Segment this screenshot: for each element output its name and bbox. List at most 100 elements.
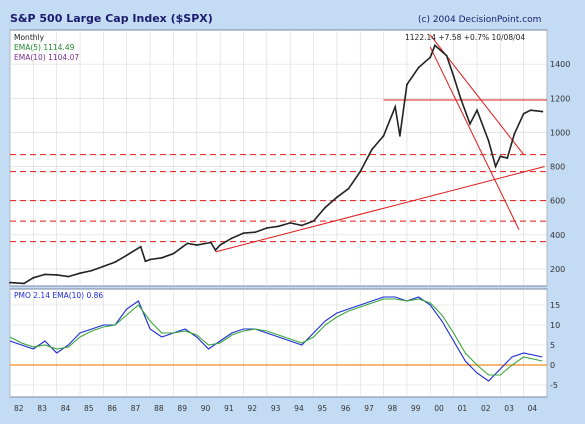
x-tick-label: 04: [528, 404, 538, 413]
pmo-signal-line: [9, 298, 543, 376]
x-tick-label: 95: [318, 404, 328, 413]
indicator-y-ticks: -5 0 5 10 15: [550, 301, 560, 390]
price-point: [370, 148, 373, 151]
price-point: [32, 276, 35, 279]
x-tick-label: 91: [224, 404, 234, 413]
price-point: [347, 187, 350, 190]
price-point: [359, 170, 362, 173]
price-series-group: [9, 44, 544, 285]
indicator-y-tick-label: 10: [550, 321, 560, 330]
x-tick-label: 88: [154, 404, 164, 413]
price-series-line: [9, 44, 543, 285]
price-point: [335, 196, 338, 199]
latest-readout: 1122.14 +7.58 +0.7% 10/08/04: [405, 33, 525, 42]
price-point: [242, 232, 245, 234]
x-tick-label: 01: [458, 404, 468, 413]
price-point: [394, 105, 397, 108]
x-tick-label: 02: [481, 404, 491, 413]
price-point: [254, 231, 257, 234]
price-y-tick-label: 200: [550, 265, 565, 274]
x-tick-label: 90: [201, 404, 211, 413]
price-point: [90, 269, 93, 272]
price-point: [417, 66, 420, 69]
trendline: [429, 46, 520, 230]
price-point: [459, 97, 462, 100]
horizontal-levels: [10, 99, 547, 243]
price-point: [67, 275, 70, 278]
pmo-line: [9, 296, 543, 382]
price-point: [382, 134, 385, 137]
price-point: [186, 242, 189, 245]
price-point: [23, 282, 25, 285]
price-point: [265, 227, 268, 229]
price-y-tick-label: 1400: [550, 60, 570, 69]
price-point: [209, 241, 212, 244]
price-point: [139, 245, 142, 248]
indicator-y-tick-label: 5: [550, 341, 555, 350]
price-point: [79, 272, 81, 275]
x-tick-label: 86: [107, 404, 117, 413]
price-point: [324, 206, 327, 209]
price-point: [445, 54, 448, 57]
indicator-y-tick-label: 0: [550, 361, 555, 370]
price-point: [312, 220, 315, 223]
price-y-tick-label: 1200: [550, 94, 570, 103]
copyright-text: (c) 2004 DecisionPoint.com: [418, 15, 541, 25]
pmo-readout: PMO 2.14 EMA(10) 0.86: [14, 291, 103, 300]
x-tick-label: 82: [14, 404, 24, 413]
price-point: [160, 256, 163, 259]
x-tick-label: 97: [364, 404, 374, 413]
price-point: [406, 83, 408, 86]
x-axis-ticks: 82 83 84 85 86 87 88 89 90 91 92 93 94 95 96 97 98 99 00 01…: [14, 404, 537, 413]
price-point: [476, 109, 478, 112]
chart-title: S&P 500 Large Cap Index ($SPX): [10, 12, 213, 25]
x-tick-label: 89: [177, 404, 187, 413]
indicator-y-tick-label: 15: [550, 301, 560, 310]
price-y-ticks: 200 400 600 800 1000 1200 1400: [550, 60, 570, 274]
price-point: [399, 134, 401, 137]
price-point: [452, 75, 455, 77]
price-point: [125, 254, 128, 257]
price-point: [214, 249, 217, 252]
x-tick-label: 98: [388, 404, 398, 413]
x-tick-label: 99: [411, 404, 421, 413]
x-tick-label: 93: [271, 404, 281, 413]
x-tick-label: 92: [247, 404, 257, 413]
price-point: [102, 265, 105, 268]
price-point: [114, 261, 116, 264]
price-point: [219, 244, 222, 246]
price-y-tick-label: 1000: [550, 128, 570, 137]
x-tick-label: 83: [37, 404, 47, 413]
price-point: [44, 273, 46, 276]
price-point: [529, 109, 532, 112]
price-point: [499, 155, 502, 158]
price-point: [469, 122, 471, 125]
x-tick-label: 94: [294, 404, 304, 413]
price-point: [149, 258, 151, 261]
price-point: [172, 252, 175, 255]
price-grid: [9, 30, 548, 286]
price-panel: [9, 29, 548, 287]
price-point: [144, 260, 147, 263]
price-y-tick-label: 600: [550, 197, 565, 206]
price-point: [9, 281, 11, 284]
ema-fast-label: EMA(5) 1114.49: [14, 43, 75, 52]
price-point: [487, 140, 490, 142]
price-y-tick-label: 400: [550, 231, 565, 240]
price-point: [55, 274, 58, 276]
price-y-tick-label: 800: [550, 163, 565, 172]
trendline: [215, 166, 545, 253]
price-point: [429, 56, 432, 59]
x-tick-label: 96: [341, 404, 351, 413]
indicator-series-group: [9, 296, 543, 382]
price-point: [289, 221, 292, 224]
price-point: [434, 44, 436, 47]
price-point: [230, 237, 233, 240]
x-tick-label: 85: [84, 404, 94, 413]
price-point: [494, 165, 497, 168]
period-label: Monthly: [14, 33, 45, 42]
price-point: [541, 110, 544, 113]
price-point: [513, 133, 516, 136]
